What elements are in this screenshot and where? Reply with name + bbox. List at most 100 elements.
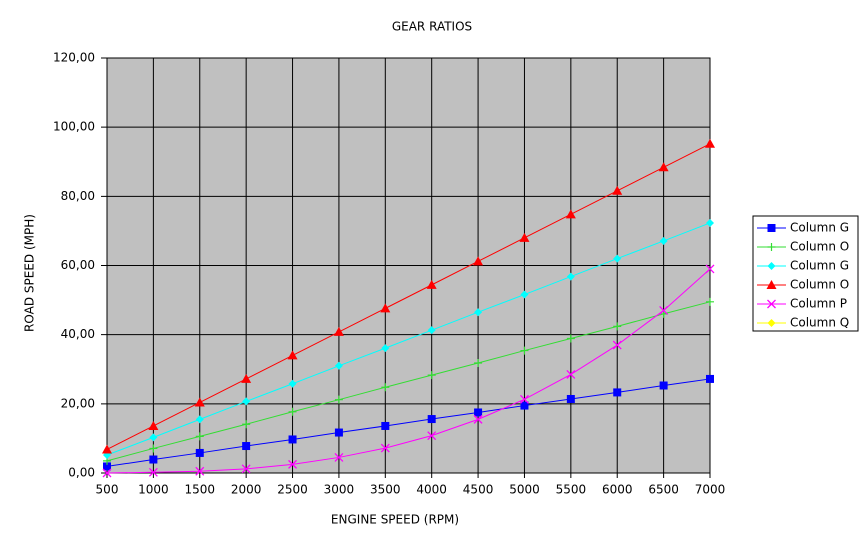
data-point [334,395,343,404]
x-axis-label: ENGINE SPEED (RPM) [331,513,459,527]
data-point [102,468,112,478]
x-tick-label: 500 [96,483,119,497]
data-point [103,462,111,471]
x-tick-label: 5500 [556,483,587,497]
legend-label: Column P [790,297,847,311]
data-point [241,464,251,474]
data-point [102,444,112,454]
legend-label: Column G [790,259,849,273]
data-point [473,256,484,266]
data-point [612,185,623,195]
data-point [474,408,483,417]
data-point [474,359,483,368]
data-point [381,344,390,353]
data-point [427,431,437,441]
series-line [106,143,711,450]
data-point [334,452,344,462]
data-point [520,346,529,355]
plot-border [106,57,711,474]
x-tick-label: 7000 [695,483,726,497]
data-point [706,218,714,227]
data-point [381,383,390,392]
data-point [334,361,343,370]
data-point [288,435,297,444]
y-tick-label: 80,00 [61,189,95,203]
data-point [613,322,622,331]
legend-marker [767,243,776,251]
data-point [659,236,668,245]
data-point [242,397,251,406]
legend-marker [767,299,776,309]
data-point [613,254,622,263]
data-point [333,326,344,336]
legend-label: Column O [790,240,849,254]
data-point [426,279,437,289]
data-point [427,326,436,335]
data-point [288,379,297,388]
legend-label: Column G [790,221,849,235]
data-point [288,459,297,469]
chart-title: GEAR RATIOS [392,20,472,34]
y-axis-label: ROAD SPEED (MPH) [23,214,37,332]
data-point [195,466,205,476]
data-point [612,340,622,350]
data-point [706,297,714,306]
legend-label: Column Q [790,316,849,330]
x-tick-label: 4500 [463,483,494,497]
x-tick-label: 6000 [602,483,633,497]
data-point [705,138,715,148]
data-point [706,374,714,383]
data-point [659,381,668,390]
y-tick-label: 20,00 [61,396,95,410]
data-point [474,308,483,317]
data-point [380,303,391,313]
x-tick-label: 2500 [277,483,308,497]
legend-marker [767,224,776,232]
x-tick-label: 1500 [184,483,215,497]
x-tick-label: 2000 [231,483,262,497]
data-point [148,467,158,477]
data-point [659,305,669,315]
data-point [287,350,298,360]
x-tick-label: 5000 [509,483,540,497]
data-point [565,209,576,219]
data-point [566,334,575,343]
data-point [381,421,390,430]
data-point [149,444,158,453]
legend-marker [767,262,776,270]
x-tick-label: 3500 [370,483,401,497]
y-tick-label: 120,00 [53,51,95,65]
legend-marker [767,319,776,327]
data-point [149,433,158,442]
y-tick-label: 40,00 [61,327,95,341]
legend-marker [766,280,777,289]
data-point [473,414,483,424]
data-point [519,232,530,242]
data-point [427,371,436,380]
data-point [380,443,390,453]
data-point [195,448,204,457]
series-line [106,268,711,474]
data-point [241,373,252,383]
legend [752,215,859,332]
y-tick-label: 0,00 [68,466,95,480]
data-point [566,272,575,281]
data-point [195,432,204,441]
data-point [613,388,622,397]
data-point [242,420,251,429]
legend-label: Column O [790,278,849,292]
data-point [149,455,158,464]
data-point [427,415,436,424]
x-tick-label: 4000 [416,483,447,497]
series-line [106,378,711,467]
data-point [194,397,205,407]
x-tick-label: 3000 [324,483,355,497]
y-tick-label: 100,00 [53,120,95,134]
data-point [334,428,343,437]
x-tick-label: 6500 [648,483,679,497]
data-point [242,442,251,451]
data-point [658,162,669,172]
data-point [195,415,204,424]
data-point [520,401,529,410]
